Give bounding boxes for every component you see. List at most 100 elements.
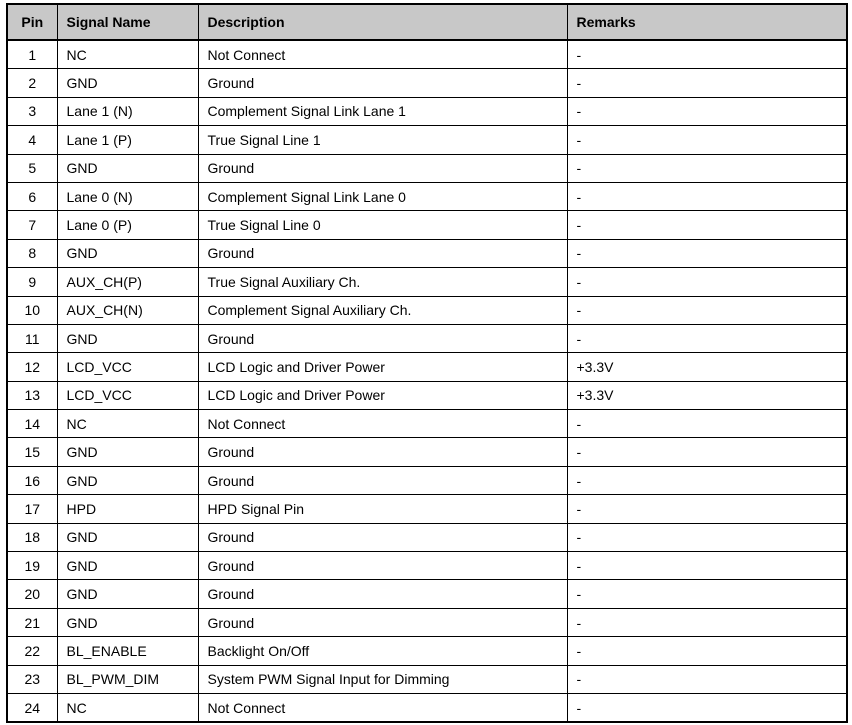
- remarks-cell: -: [566, 267, 848, 297]
- signal-cell: NC: [56, 409, 199, 439]
- remarks-cell: -: [566, 68, 848, 98]
- remarks-cell: -: [566, 551, 848, 581]
- description-cell: HPD Signal Pin: [197, 494, 568, 524]
- description-cell: Complement Signal Link Lane 0: [197, 181, 568, 212]
- pin-cell: 9: [6, 267, 58, 297]
- description-cell: Ground: [197, 551, 568, 581]
- description-cell: Ground: [197, 153, 568, 183]
- column-header-signal-name: Signal Name: [56, 3, 199, 41]
- column-header-description: Description: [197, 3, 568, 41]
- description-cell: True Signal Line 0: [197, 210, 568, 240]
- signal-cell: GND: [56, 68, 199, 98]
- description-cell: Not Connect: [197, 692, 568, 724]
- signal-cell: BL_PWM_DIM: [56, 664, 199, 694]
- remarks-cell: -: [566, 125, 848, 155]
- remarks-cell: -: [566, 636, 848, 666]
- signal-cell: HPD: [56, 494, 199, 524]
- signal-cell: GND: [56, 551, 199, 581]
- description-cell: Not Connect: [197, 39, 568, 70]
- description-cell: Ground: [197, 579, 568, 609]
- table-row: 19 GND Ground -: [6, 551, 848, 581]
- description-cell: System PWM Signal Input for Dimming: [197, 664, 568, 694]
- column-header-remarks: Remarks: [566, 3, 848, 41]
- pin-cell: 4: [6, 125, 58, 155]
- table-row: 13 LCD_VCC LCD Logic and Driver Power +3…: [6, 380, 848, 411]
- signal-cell: GND: [56, 437, 199, 467]
- signal-cell: GND: [56, 323, 199, 354]
- remarks-cell: -: [566, 522, 848, 553]
- pin-cell: 5: [6, 153, 58, 183]
- description-cell: Ground: [197, 607, 568, 638]
- pin-cell: 13: [6, 380, 58, 411]
- signal-cell: NC: [56, 39, 199, 70]
- table-row: 5 GND Ground -: [6, 153, 848, 183]
- table-row: 14 NC Not Connect -: [6, 409, 848, 439]
- description-cell: True Signal Auxiliary Ch.: [197, 267, 568, 297]
- remarks-cell: -: [566, 579, 848, 609]
- description-cell: Ground: [197, 465, 568, 496]
- pin-cell: 7: [6, 210, 58, 240]
- pin-cell: 24: [6, 692, 58, 724]
- table-row: 4 Lane 1 (P) True Signal Line 1 -: [6, 125, 848, 155]
- table-row: 2 GND Ground -: [6, 68, 848, 98]
- pin-cell: 3: [6, 96, 58, 127]
- pin-cell: 21: [6, 607, 58, 638]
- pin-cell: 22: [6, 636, 58, 666]
- table-row: 20 GND Ground -: [6, 579, 848, 609]
- pin-cell: 19: [6, 551, 58, 581]
- remarks-cell: -: [566, 295, 848, 325]
- description-cell: LCD Logic and Driver Power: [197, 380, 568, 411]
- signal-cell: LCD_VCC: [56, 352, 199, 382]
- remarks-cell: -: [566, 323, 848, 354]
- pin-assignment-table: Pin Signal Name Description Remarks 1 NC…: [6, 3, 848, 724]
- signal-cell: Lane 1 (N): [56, 96, 199, 127]
- table-row: 18 GND Ground -: [6, 522, 848, 553]
- table-row: 8 GND Ground -: [6, 238, 848, 269]
- remarks-cell: -: [566, 181, 848, 212]
- description-cell: True Signal Line 1: [197, 125, 568, 155]
- remarks-cell: -: [566, 664, 848, 694]
- remarks-cell: -: [566, 692, 848, 724]
- pin-cell: 14: [6, 409, 58, 439]
- remarks-cell: +3.3V: [566, 380, 848, 411]
- pin-cell: 12: [6, 352, 58, 382]
- signal-cell: Lane 0 (N): [56, 181, 199, 212]
- pin-cell: 1: [6, 39, 58, 70]
- signal-cell: LCD_VCC: [56, 380, 199, 411]
- signal-cell: NC: [56, 692, 199, 724]
- table-row: 11 GND Ground -: [6, 323, 848, 354]
- table-row: 10 AUX_CH(N) Complement Signal Auxiliary…: [6, 295, 848, 325]
- remarks-cell: -: [566, 607, 848, 638]
- signal-cell: BL_ENABLE: [56, 636, 199, 666]
- description-cell: Complement Signal Link Lane 1: [197, 96, 568, 127]
- remarks-cell: -: [566, 153, 848, 183]
- description-cell: Ground: [197, 238, 568, 269]
- table-row: 21 GND Ground -: [6, 607, 848, 638]
- remarks-cell: -: [566, 210, 848, 240]
- description-cell: Ground: [197, 522, 568, 553]
- pin-cell: 16: [6, 465, 58, 496]
- table-row: 6 Lane 0 (N) Complement Signal Link Lane…: [6, 181, 848, 212]
- pin-cell: 10: [6, 295, 58, 325]
- description-cell: Complement Signal Auxiliary Ch.: [197, 295, 568, 325]
- header-row: Pin Signal Name Description Remarks: [6, 3, 848, 41]
- table-row: 7 Lane 0 (P) True Signal Line 0 -: [6, 210, 848, 240]
- pin-cell: 8: [6, 238, 58, 269]
- remarks-cell: -: [566, 465, 848, 496]
- description-cell: Ground: [197, 437, 568, 467]
- remarks-cell: -: [566, 39, 848, 70]
- signal-cell: GND: [56, 579, 199, 609]
- pin-cell: 15: [6, 437, 58, 467]
- table-row: 22 BL_ENABLE Backlight On/Off -: [6, 636, 848, 666]
- column-header-pin: Pin: [6, 3, 58, 41]
- remarks-cell: -: [566, 437, 848, 467]
- table-row: 3 Lane 1 (N) Complement Signal Link Lane…: [6, 96, 848, 127]
- table-header: Pin Signal Name Description Remarks: [6, 3, 848, 41]
- table-row: 17 HPD HPD Signal Pin -: [6, 494, 848, 524]
- table-row: 9 AUX_CH(P) True Signal Auxiliary Ch. -: [6, 267, 848, 297]
- signal-cell: GND: [56, 153, 199, 183]
- table-row: 12 LCD_VCC LCD Logic and Driver Power +3…: [6, 352, 848, 382]
- signal-cell: AUX_CH(N): [56, 295, 199, 325]
- pin-cell: 11: [6, 323, 58, 354]
- pin-cell: 20: [6, 579, 58, 609]
